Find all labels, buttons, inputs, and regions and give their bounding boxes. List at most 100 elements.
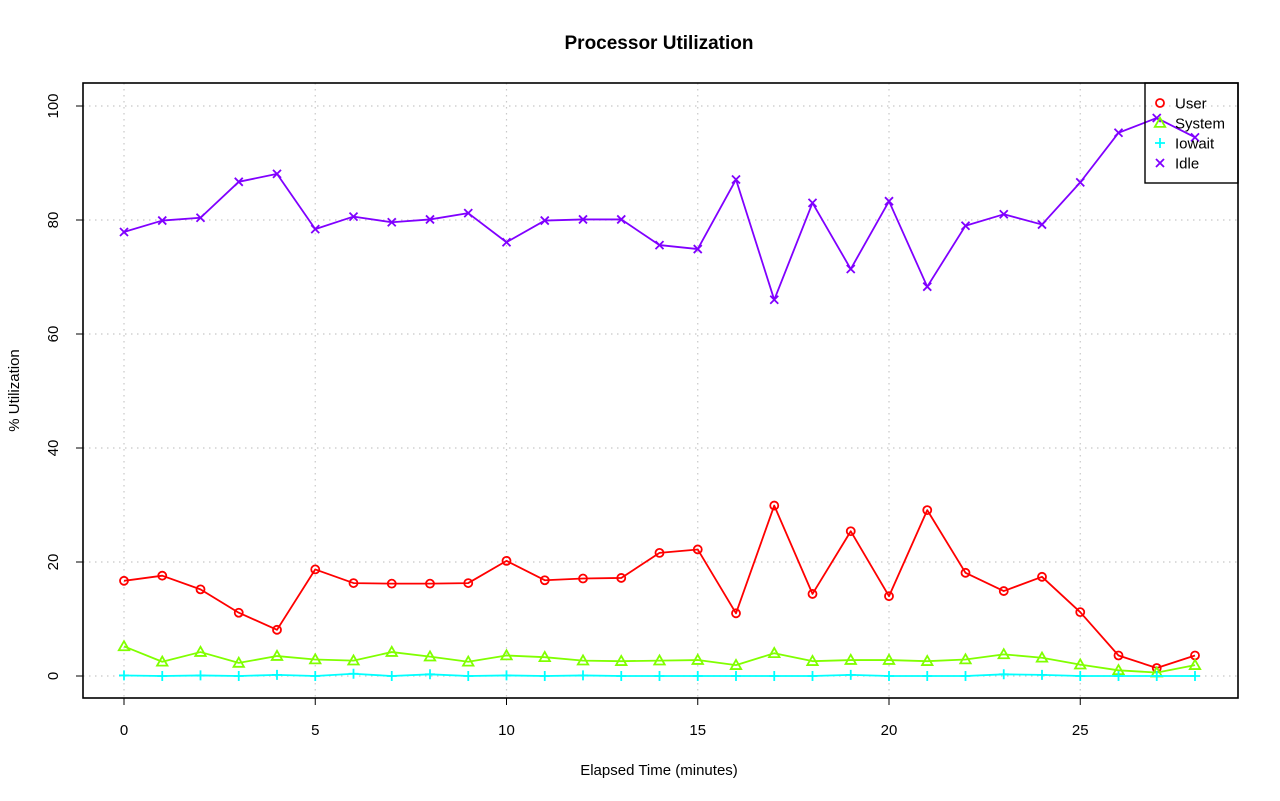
data-point-system bbox=[1035, 650, 1049, 663]
data-point-system bbox=[155, 654, 170, 667]
data-point-user bbox=[310, 564, 321, 575]
plot-frame bbox=[82, 82, 1239, 699]
data-point-iowait bbox=[539, 671, 550, 681]
data-point-iowait bbox=[998, 669, 1009, 680]
data-point-iowait bbox=[386, 671, 397, 681]
data-point-iowait bbox=[195, 670, 206, 681]
data-point-user bbox=[1037, 571, 1047, 582]
data-point-idle bbox=[348, 211, 359, 222]
data-point-user bbox=[960, 567, 971, 578]
legend-marker-system bbox=[1153, 115, 1167, 128]
data-point-system bbox=[690, 653, 705, 665]
data-point-idle bbox=[1152, 113, 1162, 123]
x-tick-label: 15 bbox=[689, 722, 706, 739]
data-point-iowait bbox=[845, 669, 856, 680]
data-point-user bbox=[348, 578, 359, 588]
data-point-system bbox=[958, 652, 973, 665]
data-point-system bbox=[346, 653, 361, 666]
x-tick-label: 20 bbox=[881, 722, 898, 739]
y-tick-label: 80 bbox=[45, 212, 62, 229]
data-point-user bbox=[731, 608, 741, 619]
data-point-idle bbox=[387, 217, 397, 227]
legend-label-iowait: Iowait bbox=[1175, 136, 1215, 153]
series-line-system bbox=[123, 645, 1196, 674]
data-point-iowait bbox=[1113, 671, 1124, 681]
data-point-iowait bbox=[884, 671, 894, 681]
data-point-user bbox=[884, 591, 894, 602]
y-tick-label: 60 bbox=[45, 326, 62, 343]
data-point-idle bbox=[540, 215, 550, 226]
data-point-system bbox=[231, 655, 246, 668]
data-point-idle bbox=[693, 244, 703, 254]
data-point-idle bbox=[463, 208, 473, 218]
data-point-system bbox=[614, 654, 629, 666]
grid bbox=[83, 83, 1238, 698]
data-point-user bbox=[463, 578, 474, 588]
data-point-iowait bbox=[348, 668, 359, 679]
series-iowait bbox=[119, 668, 1200, 681]
data-point-user bbox=[654, 547, 665, 558]
chart-title: Processor Utilization bbox=[565, 33, 754, 54]
data-point-system bbox=[308, 652, 323, 665]
data-point-idle bbox=[1190, 132, 1200, 142]
data-point-user bbox=[195, 584, 206, 595]
data-point-user bbox=[501, 555, 512, 566]
data-point-idle bbox=[884, 196, 894, 206]
data-point-iowait bbox=[157, 671, 168, 681]
data-point-user bbox=[157, 570, 168, 581]
data-point-system bbox=[384, 645, 399, 657]
data-point-system bbox=[423, 649, 437, 662]
data-point-idle bbox=[157, 215, 167, 226]
data-point-iowait bbox=[731, 671, 741, 681]
data-point-iowait bbox=[1190, 671, 1200, 681]
data-point-idle bbox=[654, 240, 665, 250]
series-layer bbox=[117, 113, 1202, 681]
axes: 0 5 10 15 20 25 0 20 40 60 80 100 bbox=[45, 93, 1089, 739]
series-system bbox=[117, 639, 1202, 678]
data-point-system bbox=[1073, 657, 1088, 670]
y-tick-label: 20 bbox=[45, 554, 62, 571]
data-point-idle bbox=[310, 224, 320, 234]
data-point-idle bbox=[234, 177, 244, 187]
data-point-user bbox=[845, 526, 856, 537]
y-tick-label: 100 bbox=[45, 93, 62, 118]
data-point-system bbox=[461, 654, 476, 667]
x-axis-label: Elapsed Time (minutes) bbox=[580, 762, 738, 779]
data-point-user bbox=[233, 607, 244, 618]
data-point-idle bbox=[501, 237, 512, 247]
legend-item-user: User bbox=[1155, 96, 1207, 113]
data-point-idle bbox=[731, 174, 741, 185]
data-point-user bbox=[1113, 650, 1124, 661]
data-point-iowait bbox=[1037, 669, 1047, 680]
data-point-user bbox=[386, 578, 397, 589]
legend-label-user: User bbox=[1175, 96, 1207, 113]
data-point-system bbox=[117, 639, 131, 652]
data-point-iowait bbox=[310, 671, 321, 681]
data-point-idle bbox=[1037, 219, 1047, 230]
data-point-system bbox=[920, 654, 935, 666]
data-point-idle bbox=[195, 213, 206, 223]
series-user bbox=[119, 500, 1200, 673]
data-point-iowait bbox=[1151, 671, 1162, 681]
data-point-idle bbox=[922, 282, 932, 292]
data-point-idle bbox=[846, 264, 856, 274]
data-point-iowait bbox=[616, 671, 627, 681]
data-point-iowait bbox=[272, 669, 282, 680]
data-point-user bbox=[922, 505, 933, 516]
series-line-user bbox=[123, 504, 1196, 669]
data-point-user bbox=[807, 589, 818, 599]
data-point-iowait bbox=[578, 670, 588, 681]
x-tick-label: 5 bbox=[311, 722, 319, 739]
legend-marker-idle bbox=[1155, 158, 1165, 168]
data-point-idle bbox=[1075, 177, 1085, 188]
data-point-iowait bbox=[1075, 671, 1086, 681]
data-point-user bbox=[578, 573, 588, 584]
data-point-system bbox=[270, 649, 284, 661]
data-point-idle bbox=[119, 227, 129, 237]
data-point-idle bbox=[272, 169, 282, 179]
data-point-user bbox=[998, 586, 1009, 596]
data-point-user bbox=[272, 624, 282, 635]
y-axis-label: % Utilization bbox=[6, 349, 23, 432]
data-point-system bbox=[576, 653, 590, 666]
